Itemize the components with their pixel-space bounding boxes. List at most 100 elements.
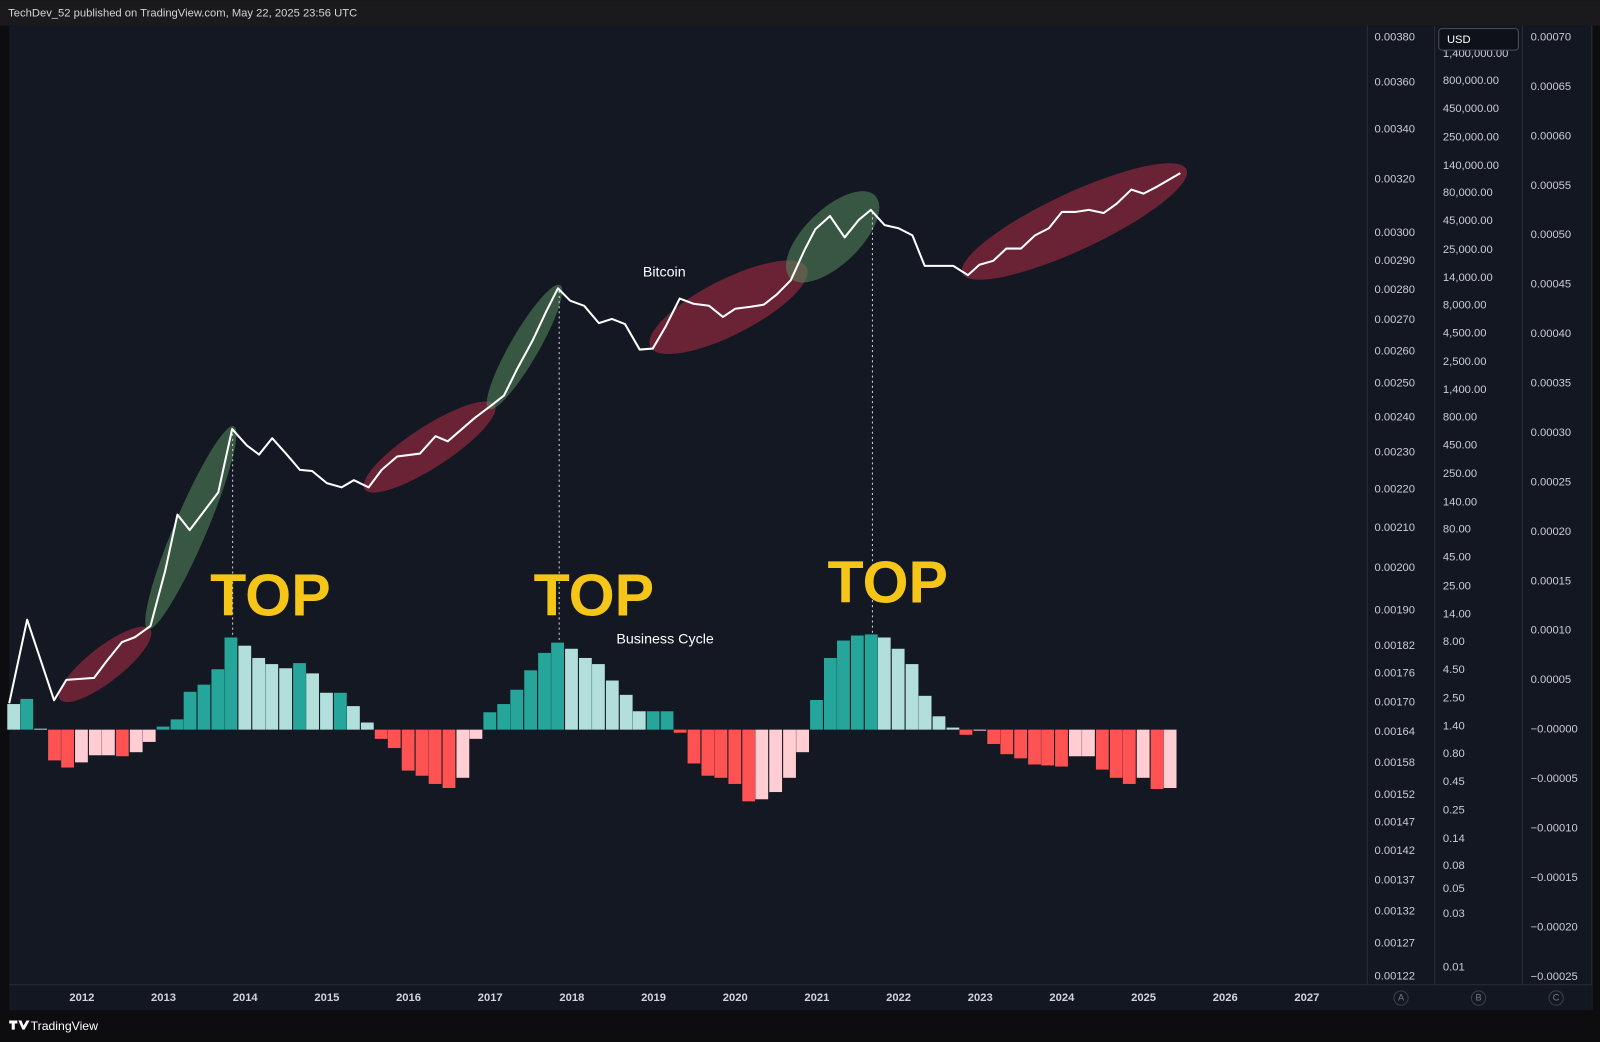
histogram-bar (1150, 729, 1164, 789)
histogram-bar (279, 668, 293, 730)
y-tick-label: 800,000.00 (1443, 75, 1499, 87)
y-tick-label: 25,000.00 (1443, 244, 1493, 256)
histogram-bar (837, 640, 850, 730)
y-tick-label: −0.00000 (1531, 724, 1578, 736)
y-tick-label: 8,000.00 (1443, 299, 1487, 311)
y-tick-label: 0.00137 (1374, 875, 1415, 887)
x-tick-label: 2018 (559, 992, 584, 1004)
currency-button[interactable] (1438, 28, 1519, 51)
histogram-bar (48, 729, 61, 761)
y-tick-label: 2.50 (1443, 692, 1465, 704)
y-tick-label: 1,400,000.00 (1443, 48, 1509, 60)
x-tick-label: 2016 (396, 992, 421, 1004)
y-tick-label: 0.00045 (1531, 279, 1572, 291)
y-tick-label: 250,000.00 (1443, 132, 1499, 144)
y-tick-label: 0.00170 (1374, 696, 1415, 708)
histogram-bar (252, 657, 266, 730)
histogram-bar (34, 728, 48, 730)
y-tick-label: 0.00055 (1531, 180, 1572, 192)
histogram-bar (850, 635, 864, 730)
x-tick-label: 2012 (69, 992, 94, 1004)
y-tick-label: 14,000.00 (1443, 272, 1493, 284)
histogram-bar (428, 729, 442, 784)
histogram-bar (360, 722, 374, 730)
highlight-ellipse (363, 401, 496, 493)
histogram-bar (864, 634, 878, 730)
y-tick-label: 0.00190 (1374, 604, 1415, 616)
y-tick-label: 0.00280 (1374, 284, 1415, 296)
histogram-bar (1163, 729, 1177, 788)
y-tick-label: 0.00035 (1531, 378, 1572, 390)
histogram-bar (959, 729, 973, 735)
y-tick-label: 0.00250 (1374, 378, 1415, 390)
histogram-bar (1095, 729, 1109, 770)
histogram-bar (170, 719, 184, 730)
histogram-bar (387, 729, 401, 749)
histogram-bar (687, 729, 701, 764)
axis-ticks: 0.01 0.03 0.05 0.08 0.14 0.25 0.45 0.80 1.40 2.50… (69, 31, 1578, 1006)
footer-bar (0, 1010, 1600, 1042)
histogram-bar (918, 695, 932, 730)
y-tick-label: 0.00320 (1374, 174, 1415, 186)
axis-letter-badge (1470, 990, 1487, 1006)
axis-letter-badge (1548, 990, 1564, 1006)
histogram-bar (701, 729, 715, 776)
histogram-bar (401, 729, 415, 771)
histogram-bar (796, 729, 809, 753)
footer-logo (9, 1020, 30, 1030)
histogram-bar (987, 729, 1001, 744)
histogram-bar (578, 657, 592, 730)
histogram-bar (1028, 729, 1041, 765)
histogram-bar (1041, 729, 1055, 766)
series-label: Bitcoin (643, 264, 686, 280)
histogram (7, 634, 1177, 802)
y-tick-label: 0.00015 (1531, 575, 1572, 587)
histogram-bar (1122, 729, 1136, 784)
histogram-bar (742, 729, 756, 802)
y-tick-label: 140,000.00 (1443, 160, 1499, 172)
y-tick-label: 0.00142 (1374, 845, 1415, 857)
price-line (8, 172, 1181, 704)
annotation: TOP (210, 562, 331, 629)
histogram-bar (755, 729, 769, 800)
y-tick-label: −0.00015 (1531, 872, 1578, 884)
y-tick-label: 0.08 (1443, 860, 1465, 872)
histogram-bar (905, 664, 919, 730)
y-tick-label: 0.00127 (1374, 937, 1415, 949)
histogram-bar (142, 729, 156, 742)
axis-panel (1367, 25, 1592, 985)
y-tick-label: 14.00 (1443, 609, 1471, 621)
y-tick-label: 800.00 (1443, 412, 1477, 424)
y-tick-label: 0.00340 (1374, 124, 1415, 136)
histogram-bar (769, 729, 783, 793)
y-tick-label: 0.00020 (1531, 526, 1572, 538)
labels: Bitcoin Business Cycle TOP TOP TOP (210, 264, 948, 647)
y-tick-label: 2,500.00 (1443, 356, 1487, 368)
histogram-bar (20, 698, 34, 730)
histogram-bar (61, 729, 74, 768)
y-tick-label: −0.00005 (1531, 773, 1578, 785)
axis-letter: C (1553, 992, 1560, 1002)
histogram-bar (497, 704, 511, 730)
x-tick-label: 2021 (804, 992, 829, 1004)
y-tick-label: 0.45 (1443, 776, 1465, 788)
histogram-bar (632, 711, 646, 730)
x-tick-label: 2014 (233, 992, 259, 1004)
histogram-bar (1055, 729, 1068, 767)
histogram-bar (374, 729, 388, 739)
histogram-bar (1000, 729, 1014, 755)
y-tick-label: 80.00 (1443, 524, 1471, 536)
histogram-bar (524, 670, 538, 730)
histogram-bar (156, 726, 170, 730)
y-tick-label: 0.00300 (1374, 227, 1415, 239)
footer-text: TradingView (31, 1019, 98, 1033)
x-tick-label: 2023 (968, 992, 993, 1004)
series-label: Business Cycle (616, 632, 714, 648)
y-tick-label: 450,000.00 (1443, 103, 1499, 115)
y-tick-label: 0.00065 (1531, 81, 1572, 93)
y-tick-label: 8.00 (1443, 636, 1465, 648)
highlight-ellipse (961, 163, 1188, 280)
y-tick-label: 0.00070 (1531, 31, 1572, 43)
y-tick-label: 0.00260 (1374, 345, 1415, 357)
